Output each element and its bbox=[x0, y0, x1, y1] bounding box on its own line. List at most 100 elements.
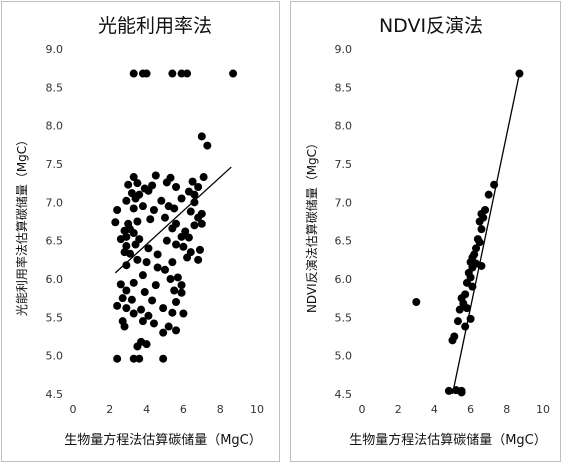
data-point bbox=[168, 308, 177, 317]
x-tick-label: 10 bbox=[536, 403, 550, 416]
data-point bbox=[131, 194, 140, 203]
y-axis-label: NDVI反演法估算碳储量（MgC） bbox=[304, 137, 319, 313]
data-point bbox=[162, 178, 171, 187]
data-point bbox=[448, 336, 457, 345]
x-tick-label: 0 bbox=[359, 403, 366, 416]
data-point bbox=[122, 261, 131, 270]
data-point bbox=[140, 288, 149, 297]
data-point bbox=[177, 232, 186, 241]
data-point bbox=[133, 255, 142, 264]
data-point bbox=[186, 207, 195, 216]
data-point bbox=[129, 278, 138, 287]
data-point bbox=[133, 217, 142, 226]
y-tick-label: 6.5 bbox=[335, 235, 353, 248]
data-point bbox=[113, 354, 122, 363]
y-tick-label: 6.5 bbox=[46, 235, 64, 248]
data-point bbox=[133, 179, 142, 188]
data-point bbox=[484, 190, 493, 199]
y-tick-label: 5.0 bbox=[46, 350, 64, 363]
data-point bbox=[170, 204, 179, 213]
data-point bbox=[173, 273, 182, 282]
chart-title: 光能利用率法 bbox=[98, 15, 212, 37]
x-axis-label: 生物量方程法估算碳储量（MgC） bbox=[64, 432, 262, 448]
y-tick-label: 5.5 bbox=[46, 311, 64, 324]
data-point bbox=[190, 221, 199, 230]
data-point bbox=[168, 258, 177, 267]
panel-border bbox=[1, 1, 280, 462]
data-point bbox=[203, 141, 212, 150]
data-point bbox=[477, 225, 486, 234]
data-point bbox=[148, 296, 157, 305]
data-point bbox=[172, 326, 181, 335]
data-point bbox=[161, 213, 169, 222]
y-tick-label: 7.5 bbox=[335, 158, 353, 171]
data-point bbox=[137, 305, 146, 314]
data-point bbox=[475, 238, 484, 247]
data-point bbox=[129, 69, 138, 78]
x-tick-label: 8 bbox=[503, 403, 510, 416]
data-point bbox=[129, 229, 138, 237]
y-tick-label: 6.0 bbox=[46, 273, 64, 286]
data-point bbox=[142, 258, 151, 267]
data-point bbox=[122, 242, 131, 251]
x-tick-label: 2 bbox=[106, 403, 113, 416]
x-tick-label: 8 bbox=[217, 403, 224, 416]
data-point bbox=[179, 242, 188, 251]
data-point bbox=[127, 295, 136, 304]
data-point bbox=[142, 69, 151, 78]
y-tick-label: 8.0 bbox=[335, 120, 353, 133]
data-point bbox=[159, 354, 168, 363]
y-tick-label: 9.0 bbox=[335, 43, 353, 56]
data-point bbox=[159, 328, 168, 337]
data-point bbox=[113, 301, 122, 310]
y-tick-label: 5.0 bbox=[335, 350, 353, 363]
data-point bbox=[162, 236, 171, 245]
y-tick-label: 6.0 bbox=[335, 273, 353, 286]
data-point bbox=[153, 263, 162, 272]
data-point bbox=[122, 196, 131, 205]
x-tick-label: 4 bbox=[431, 403, 438, 416]
data-point bbox=[129, 204, 138, 213]
data-point bbox=[138, 271, 147, 280]
x-tick-label: 2 bbox=[395, 403, 402, 416]
data-point bbox=[444, 386, 453, 395]
data-point bbox=[455, 305, 464, 314]
data-point bbox=[166, 275, 175, 283]
data-point bbox=[157, 196, 166, 205]
data-point bbox=[149, 206, 158, 214]
x-tick-label: 10 bbox=[250, 403, 264, 416]
y-tick-label: 7.5 bbox=[46, 158, 64, 171]
y-axis-label: 光能利用率法估算碳储量（MgC） bbox=[14, 134, 29, 316]
data-point bbox=[177, 281, 186, 290]
data-point bbox=[153, 250, 162, 259]
data-point bbox=[194, 183, 203, 191]
data-point bbox=[194, 255, 203, 264]
data-point bbox=[172, 240, 181, 249]
data-point bbox=[129, 309, 138, 318]
y-tick-label: 7.0 bbox=[46, 196, 64, 209]
data-point bbox=[151, 171, 160, 180]
data-point bbox=[144, 244, 153, 253]
y-tick-label: 7.0 bbox=[335, 196, 353, 209]
data-point bbox=[172, 298, 181, 306]
chart-title: NDVI反演法 bbox=[379, 15, 483, 37]
x-tick-label: 6 bbox=[467, 403, 474, 416]
data-point bbox=[122, 286, 131, 295]
chart-panel-1: 光能利用率法 光能利用率法估算碳储量（MgC） 生物量方程法估算碳储量（MgC）… bbox=[1, 1, 280, 462]
data-point bbox=[122, 304, 131, 313]
data-point bbox=[190, 190, 199, 199]
data-point bbox=[131, 240, 140, 249]
data-point bbox=[183, 69, 192, 78]
data-point bbox=[197, 219, 206, 228]
data-point bbox=[179, 309, 188, 318]
data-point bbox=[177, 194, 186, 203]
x-axis-label: 生物量方程法估算碳储量（MgC） bbox=[349, 432, 547, 448]
data-point bbox=[122, 232, 131, 241]
data-point bbox=[412, 298, 421, 306]
panel-border bbox=[290, 1, 561, 462]
x-tick-label: 4 bbox=[143, 403, 150, 416]
data-point bbox=[129, 173, 138, 182]
data-point bbox=[190, 198, 199, 207]
